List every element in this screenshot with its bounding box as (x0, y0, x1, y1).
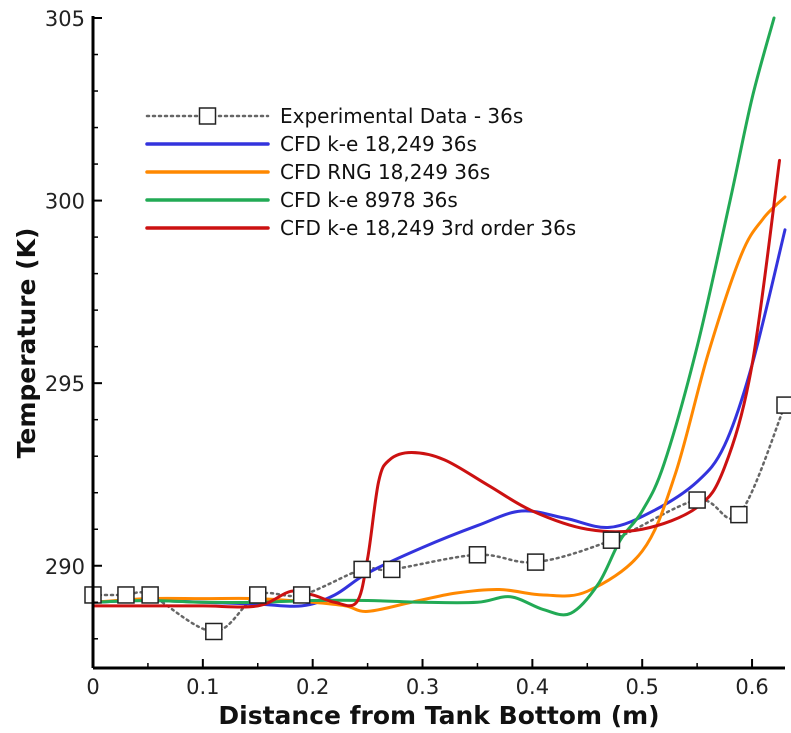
axes-layer (91, 16, 785, 670)
data-point-marker (141, 586, 159, 604)
x-tick-label: 0 (86, 675, 99, 699)
y-tick-label: 290 (45, 555, 85, 579)
data-point-marker (730, 505, 748, 524)
y-tick-label: 300 (45, 190, 85, 214)
legend-label-1: CFD k-e 18,249 36s (280, 132, 477, 156)
data-point-marker (602, 531, 621, 549)
x-tick-label: 0.5 (626, 675, 659, 699)
data-point-marker (117, 586, 135, 604)
legend-marker (198, 107, 217, 125)
x-tick-label: 0.2 (296, 675, 329, 699)
data-point-marker (468, 546, 487, 564)
y-tick-label: 305 (45, 7, 85, 31)
legend-label-3: CFD k-e 8978 36s (280, 188, 458, 212)
x-axis-title: Distance from Tank Bottom (m) (218, 701, 659, 730)
legend-label-0: Experimental Data - 36s (280, 104, 523, 128)
data-point-marker (383, 560, 401, 579)
x-tick-label: 0.1 (186, 675, 219, 699)
data-point-marker (292, 586, 311, 604)
y-tick-label: 295 (45, 372, 85, 396)
data-point-marker (688, 491, 706, 509)
data-point-marker (205, 622, 223, 641)
data-point-marker (353, 560, 371, 579)
series-layer (84, 16, 791, 641)
legend: Experimental Data - 36s CFD k-e 18,249 36… (145, 104, 576, 240)
x-tick-label: 0.4 (516, 675, 549, 699)
x-tick-label: 0.6 (735, 675, 768, 699)
y-axis-title: Temperature (K) (12, 228, 41, 459)
ticks-layer: 0 0.1 0.2 0.3 0.4 0.5 0.6 290 295 300 305 (45, 7, 769, 699)
legend-label-2: CFD RNG 18,249 36s (280, 160, 490, 184)
data-point-marker (776, 396, 791, 414)
series-line-4 (91, 158, 782, 609)
legend-label-4: CFD k-e 18,249 3rd order 36s (280, 216, 576, 240)
data-point-marker (249, 586, 267, 604)
x-tick-label: 0.3 (406, 675, 439, 699)
data-point-marker (526, 553, 545, 571)
